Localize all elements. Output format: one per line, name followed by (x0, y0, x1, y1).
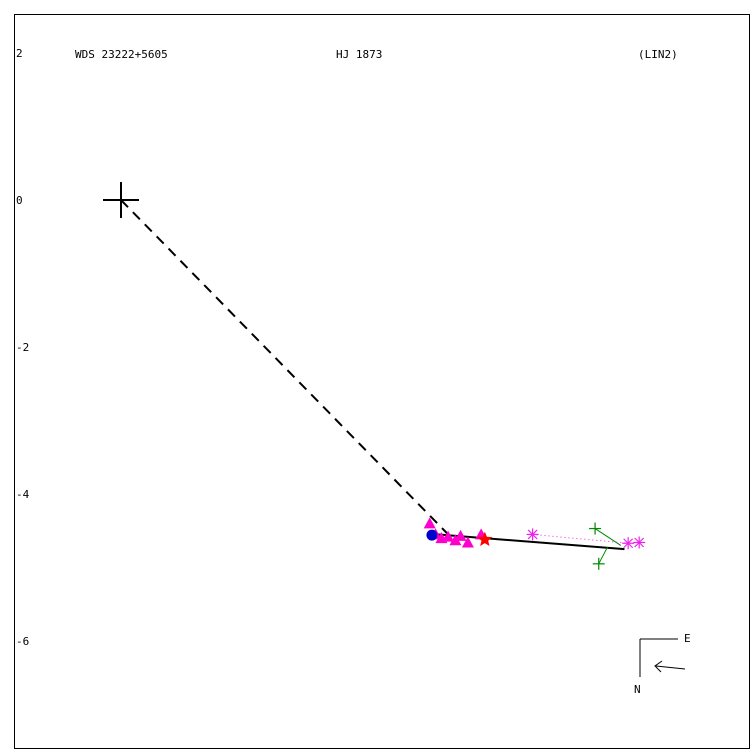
measurement-triangle (454, 529, 467, 541)
compass-east-label: E (684, 632, 691, 645)
y-tick-label: 0 (16, 194, 23, 207)
y-tick-label: -4 (16, 488, 30, 501)
asterisk-stroke (623, 538, 634, 549)
y-tick-label: -6 (16, 635, 29, 648)
header-left: WDS 23222+5605 (75, 48, 168, 61)
measurement-triangle (442, 530, 455, 542)
residual-line (532, 533, 629, 544)
orbit-line (436, 533, 625, 551)
measurement-asterisk (622, 537, 635, 550)
measurement-plus (592, 557, 605, 570)
y-tick-labels: 2 0 -2 -4 -6 (16, 47, 30, 648)
blue-circle-marker (426, 529, 438, 541)
residual-line (594, 528, 622, 546)
motion-arrow-head (654, 660, 663, 673)
plot-lines (120, 199, 629, 565)
motion-arrow-shaft (655, 665, 686, 670)
compass-north-label: N (634, 683, 641, 696)
header-center: HJ 1873 (336, 48, 382, 61)
y-tick-label: -2 (16, 341, 29, 354)
asterisk-stroke (634, 537, 645, 548)
measurement-asterisk (526, 528, 539, 541)
plot-frame (14, 14, 750, 749)
header-right: (LIN2) (638, 48, 678, 61)
primary-companion-dashed-line (120, 199, 453, 539)
measurement-plus (589, 522, 602, 535)
plot-markers (103, 182, 646, 570)
compass-rose: E N (634, 632, 691, 696)
asterisk-stroke (527, 529, 538, 540)
measurement-asterisk (633, 536, 646, 549)
red-star-marker (477, 531, 493, 546)
y-tick-label: 2 (16, 47, 23, 60)
residual-line (598, 546, 609, 565)
measurement-triangle (423, 517, 436, 529)
measurement-triangle (461, 536, 474, 548)
